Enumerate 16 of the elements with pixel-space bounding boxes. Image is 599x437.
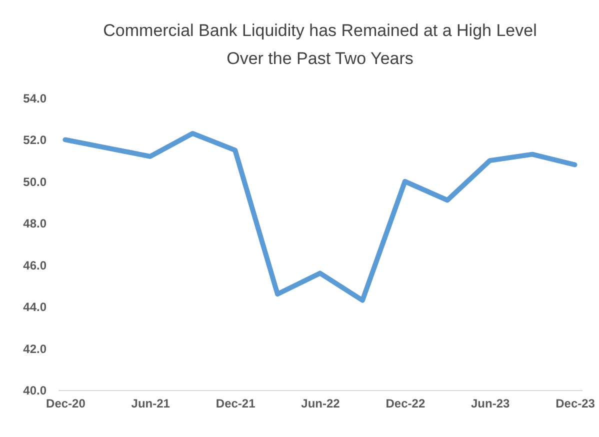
y-tick-label: 42.0 [23, 342, 47, 356]
y-tick-label: 48.0 [23, 216, 47, 231]
y-tick-label: 40.0 [23, 384, 47, 398]
x-tick-label: Dec-21 [216, 396, 256, 410]
x-tick-label: Jun-21 [131, 396, 170, 410]
x-tick-label: Jun-22 [301, 396, 340, 410]
y-tick-label: 44.0 [23, 300, 47, 314]
y-tick-label: 46.0 [23, 258, 47, 272]
y-tick-label: 50.0 [23, 174, 47, 189]
x-tick-label: Dec-20 [46, 396, 86, 410]
y-tick-label: 54.0 [23, 92, 47, 106]
x-tick-label: Jun-23 [471, 396, 510, 410]
x-tick-label: Dec-23 [556, 396, 596, 410]
x-tick-label: Dec-22 [386, 396, 426, 410]
chart-title: Commercial Bank Liquidity has Remained at a High Level Over the Past Two Years [103, 21, 537, 68]
y-tick-label: 52.0 [23, 133, 47, 148]
